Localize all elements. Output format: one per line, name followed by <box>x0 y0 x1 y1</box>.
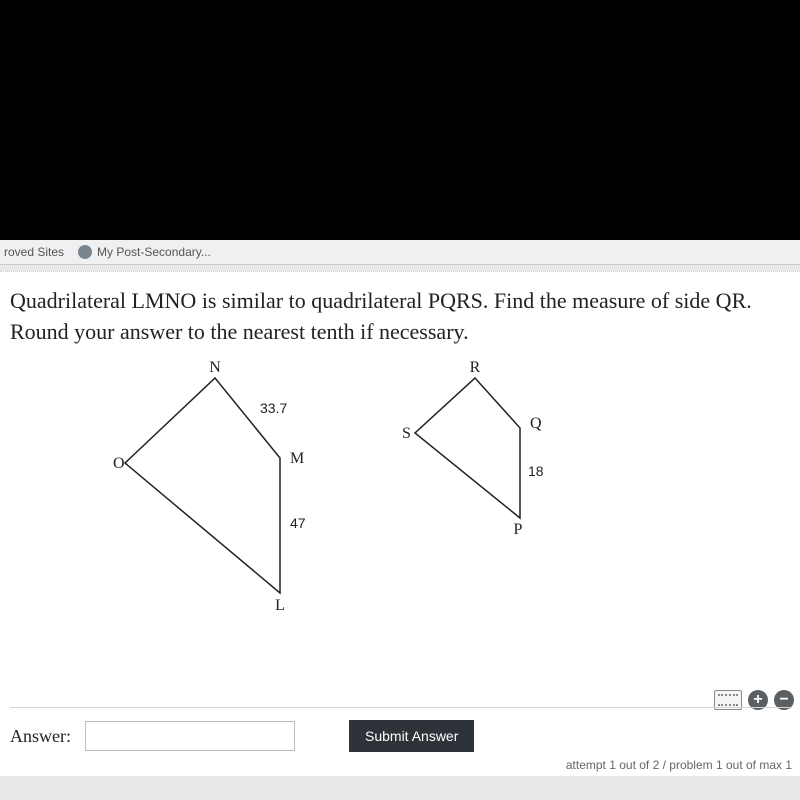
vertex-o-label: O <box>113 455 125 472</box>
side-ml-label: 47 <box>290 515 306 531</box>
vertex-m-label: M <box>290 450 304 467</box>
submit-answer-button[interactable]: Submit Answer <box>349 720 474 752</box>
bookmarks-bar: roved Sites My Post-Secondary... <box>0 240 800 265</box>
figure-row: N M L O 33.7 47 R Q P S 18 <box>10 358 790 618</box>
answer-row: Answer: Submit Answer <box>10 707 790 752</box>
vertex-q-label: Q <box>530 415 542 432</box>
app-panel: roved Sites My Post-Secondary... Quadril… <box>0 240 800 800</box>
vertex-s-label: S <box>402 425 411 442</box>
bookmark-label: roved Sites <box>4 245 64 259</box>
vertex-n-label: N <box>209 359 221 376</box>
vertex-r-label: R <box>470 359 481 376</box>
globe-icon <box>78 245 92 259</box>
attempt-counter: attempt 1 out of 2 / problem 1 out of ma… <box>566 758 792 772</box>
answer-input[interactable] <box>85 721 295 751</box>
answer-label: Answer: <box>10 726 71 747</box>
quadrilateral-lmno: N M L O 33.7 47 <box>110 358 350 618</box>
quadrilateral-pqrs: R Q P S 18 <box>400 358 580 618</box>
pqrs-svg: R Q P S 18 <box>400 358 580 558</box>
vertex-l-label: L <box>275 597 285 614</box>
side-qp-label: 18 <box>528 463 544 479</box>
bookmark-item-sites[interactable]: roved Sites <box>4 245 64 259</box>
lmno-polygon <box>125 378 280 593</box>
problem-statement: Quadrilateral LMNO is similar to quadril… <box>10 286 790 348</box>
side-nm-label: 33.7 <box>260 400 287 416</box>
bookmark-label: My Post-Secondary... <box>97 245 211 259</box>
pqrs-polygon <box>415 378 520 518</box>
problem-line-1: Quadrilateral LMNO is similar to quadril… <box>10 288 752 313</box>
problem-line-2: Round your answer to the nearest tenth i… <box>10 319 469 344</box>
vertex-p-label: P <box>514 521 523 538</box>
problem-content: Quadrilateral LMNO is similar to quadril… <box>0 271 800 776</box>
bookmark-item-postsecondary[interactable]: My Post-Secondary... <box>78 245 211 259</box>
lmno-svg: N M L O 33.7 47 <box>110 358 350 618</box>
